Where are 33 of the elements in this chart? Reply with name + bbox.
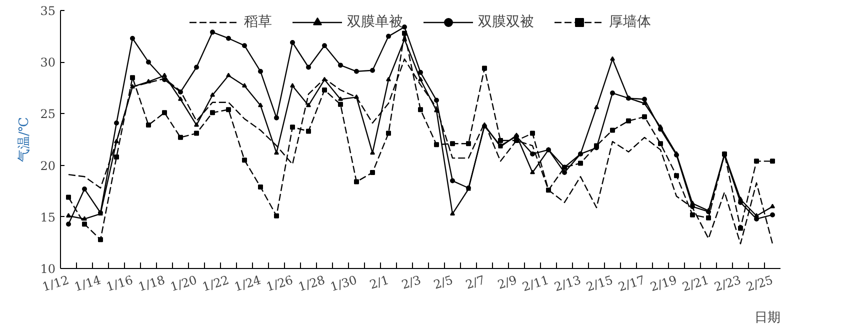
x-tick-label: 2/9	[496, 272, 519, 292]
x-tick-label: 1/14	[72, 272, 103, 294]
legend-label: 稻草	[244, 13, 272, 31]
x-tick-label: 2/23	[712, 272, 743, 294]
x-tick-label: 2/21	[680, 272, 711, 294]
y-tick-label: 35	[40, 4, 56, 18]
legend-label: 双膜双被	[478, 13, 534, 31]
y-tick-label: 15	[40, 210, 56, 224]
y-tick-label: 20	[40, 158, 56, 173]
x-tick-label: 1/22	[200, 272, 231, 294]
x-tick-label: 2/1	[368, 272, 391, 292]
x-tick-label: 1/24	[232, 272, 263, 294]
x-tick-label: 2/13	[552, 272, 583, 294]
x-tick-label: 2/19	[648, 272, 679, 294]
y-tick-label: 30	[40, 56, 56, 70]
x-tick-label: 1/30	[328, 272, 359, 294]
x-tick-label: 2/3	[400, 272, 423, 292]
x-tick-label: 2/15	[584, 272, 615, 294]
legend-label: 双膜单被	[347, 13, 403, 31]
x-tick-label: 2/25	[744, 272, 775, 294]
x-tick-label: 2/5	[432, 272, 455, 292]
x-tick-label: 1/20	[168, 272, 199, 294]
x-tick-label: 1/28	[296, 272, 327, 294]
x-tick-label: 2/17	[616, 272, 647, 294]
x-axis-title: 日期	[754, 310, 780, 326]
legend-label: 厚墙体	[609, 13, 651, 31]
x-tick-label: 1/18	[136, 272, 167, 294]
x-tick-label: 1/26	[264, 272, 295, 294]
x-tick-label: 1/16	[104, 272, 135, 294]
y-axis-title: 气温/℃	[17, 117, 32, 162]
x-tick-label: 2/11	[520, 272, 551, 294]
x-tick-label: 2/7	[464, 272, 487, 292]
y-tick-label: 25	[40, 107, 56, 122]
